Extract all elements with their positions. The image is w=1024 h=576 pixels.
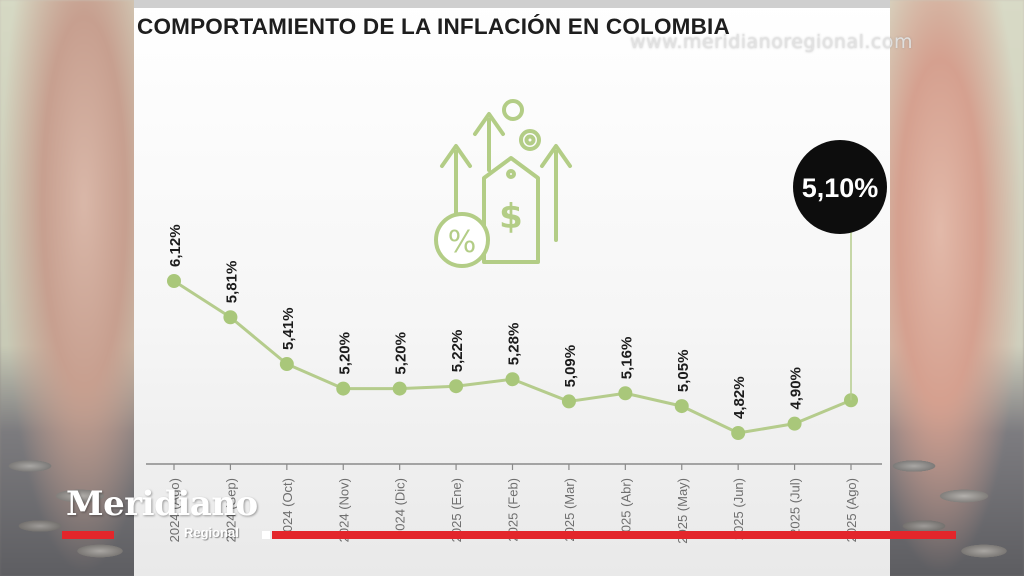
data-label: 5,05%	[675, 350, 692, 393]
x-tick-label: 2024 (Dic)	[393, 478, 408, 538]
x-tick-label: 2025 (Mar)	[562, 478, 577, 542]
data-point	[392, 381, 407, 396]
data-label: 5,41%	[280, 307, 297, 350]
data-point	[561, 394, 576, 409]
x-tick-label: 2024 (Sep)	[223, 478, 238, 542]
data-point	[731, 426, 746, 440]
rising-price-tag-percent-icon: $ %	[434, 99, 572, 268]
data-label: 5,20%	[336, 332, 353, 375]
data-label: 5,22%	[449, 330, 466, 373]
brand-logo-sub: Regional	[184, 525, 239, 540]
x-tick-label: 2024 (Nov)	[336, 478, 351, 542]
background-coins-right	[884, 426, 1024, 576]
data-label: 5,28%	[506, 323, 523, 366]
data-point	[449, 379, 464, 394]
data-point	[787, 416, 802, 431]
red-stripe-right	[272, 531, 956, 539]
data-label: 5,81%	[223, 261, 240, 304]
data-point	[336, 381, 351, 396]
highlight-callout	[793, 140, 887, 234]
x-tick-label: 2025 (May)	[675, 478, 690, 544]
data-label: 5,09%	[562, 345, 579, 388]
x-tick-label: 2025 (Jul)	[788, 478, 803, 536]
red-stripe-left	[62, 531, 114, 539]
x-tick-label: 2025 (Feb)	[506, 478, 521, 542]
svg-text:%: %	[448, 225, 477, 260]
data-point	[223, 310, 238, 325]
chart-panel	[134, 0, 890, 576]
data-label: 6,12%	[167, 224, 184, 267]
data-label: 5,16%	[618, 337, 635, 380]
data-point	[167, 274, 181, 288]
svg-text:$: $	[499, 197, 523, 237]
data-point	[505, 372, 520, 387]
brand-logo-main: Meridiano	[66, 484, 258, 524]
highlight-callout-label: 5,10%	[802, 173, 879, 203]
data-point	[618, 386, 633, 401]
chart-title: COMPORTAMIENTO DE LA INFLACIÓN EN COLOMB…	[137, 14, 730, 39]
data-point	[279, 357, 294, 372]
stripe-separator	[262, 531, 270, 539]
x-tick-label: 2024 (Oct)	[280, 478, 295, 539]
x-tick-label: 2024 (Ago)	[167, 478, 182, 542]
background-coins-left	[0, 426, 140, 576]
data-label: 4,82%	[731, 376, 748, 419]
data-point	[674, 399, 689, 414]
x-tick-label: 2025 (Ene)	[449, 478, 464, 542]
x-tick-label: 2025 (Abr)	[618, 478, 633, 539]
watermark: www.meridianoregional.com	[630, 31, 913, 53]
brand-logo: Meridiano Regional	[66, 484, 286, 544]
data-label: 5,20%	[393, 332, 410, 375]
title-top-bar	[134, 0, 890, 8]
data-label: 4,90%	[788, 367, 805, 410]
x-tick-label: 2025 (Ago)	[844, 478, 859, 542]
x-tick-label: 2025 (Jun)	[731, 478, 746, 540]
